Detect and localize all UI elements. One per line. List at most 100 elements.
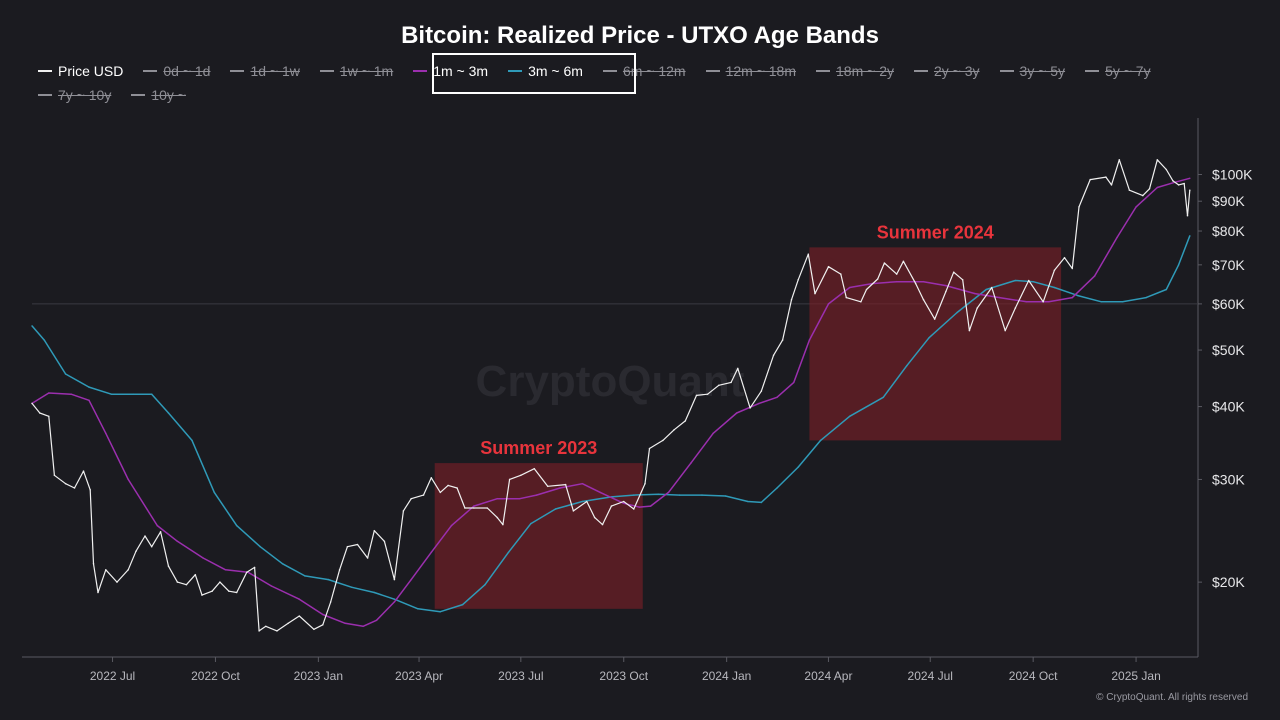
series-1-point-53	[1156, 186, 1159, 189]
series-0-point-33	[313, 628, 315, 631]
series-1-point-12	[298, 598, 301, 600]
legend-item-7[interactable]: 12m ~ 18m	[705, 60, 796, 82]
series-2-point-42	[985, 288, 987, 291]
legend-item-10[interactable]: 3y ~ 5y	[999, 60, 1065, 82]
legend-swatch	[413, 70, 428, 72]
y-tick-label-6: $80K	[1212, 223, 1245, 239]
series-0-point-101	[976, 307, 978, 309]
series-0-point-112	[1105, 176, 1107, 178]
series-0-point-45	[422, 494, 425, 496]
series-0-point-87	[845, 296, 848, 299]
series-0-point-68	[648, 447, 651, 450]
series-0-point-48	[447, 484, 449, 487]
x-tick-label-4: 2023 Jul	[498, 669, 543, 683]
series-0-point-15	[150, 545, 153, 548]
series-1-point-52	[1135, 206, 1137, 208]
series-0-point-37	[346, 545, 349, 548]
series-0-point-63	[601, 523, 604, 526]
series-0-point-106	[1042, 301, 1044, 303]
series-1-point-11	[270, 585, 273, 587]
series-0-point-113	[1110, 184, 1113, 186]
series-0-point-89	[865, 288, 868, 291]
series-2-point-35	[797, 466, 799, 468]
series-0-point-14	[144, 535, 146, 537]
x-tick-label-7: 2024 Apr	[804, 669, 852, 683]
legend-item-1[interactable]: 0d ~ 1d	[143, 60, 210, 82]
series-0-point-86	[840, 273, 842, 275]
series-1-point-45	[974, 292, 976, 295]
legend-label: 7y ~ 10y	[58, 87, 112, 103]
series-2-point-14	[327, 578, 330, 581]
series-1-point-43	[922, 280, 925, 283]
legend-swatch	[999, 70, 1014, 72]
series-0-point-81	[790, 298, 793, 301]
legend-item-11[interactable]: 5y ~ 7y	[1085, 60, 1151, 82]
series-0-point-73	[706, 393, 709, 396]
legend: Price USD 0d ~ 1d 1d ~ 1w 1w ~ 1m 1m ~ 3m 3m …	[38, 60, 1258, 106]
legend-label: 18m ~ 2y	[836, 63, 894, 79]
series-0-point-59	[564, 483, 567, 486]
y-tick-label-2: $40K	[1212, 399, 1245, 415]
legend-item-12[interactable]: 7y ~ 10y	[38, 84, 111, 106]
legend-label: 6m ~ 12m	[622, 63, 686, 79]
legend-item-4[interactable]: 1m ~ 3m	[413, 60, 488, 82]
series-0-point-51	[473, 507, 475, 509]
series-2-point-27	[633, 494, 635, 496]
series-0-point-47	[439, 491, 442, 494]
series-1-point-29	[638, 506, 641, 508]
series-0-point-17	[167, 565, 170, 567]
series-0-point-75	[730, 381, 732, 384]
series-0-point-8	[92, 563, 95, 565]
series-2-point-4	[110, 393, 113, 396]
series-2-point-31	[724, 495, 727, 497]
series-0-point-9	[97, 591, 99, 594]
legend-item-8[interactable]: 18m ~ 2y	[816, 60, 894, 82]
series-0-point-26	[246, 571, 248, 573]
series-0-point-77	[749, 407, 751, 409]
series-0-point-20	[194, 573, 197, 576]
legend-item-13[interactable]: 10y ~	[131, 84, 186, 106]
series-1-point-51	[1116, 236, 1118, 239]
series-1-point-6	[156, 524, 159, 527]
series-1-point-49	[1071, 296, 1074, 299]
series-2-point-9	[213, 491, 216, 494]
series-0-point-21	[201, 594, 203, 596]
series-0-point-11	[116, 581, 118, 583]
series-1-point-25	[559, 487, 561, 489]
legend-swatch	[705, 70, 720, 72]
series-0-point-42	[393, 578, 396, 581]
series-2-point-1	[43, 339, 46, 341]
series-2-point-11	[259, 545, 262, 548]
series-0-point-85	[827, 265, 830, 268]
series-0-point-71	[684, 420, 687, 422]
legend-item-6[interactable]: 6m ~ 12m	[602, 60, 686, 82]
legend-item-3[interactable]: 1w ~ 1m	[319, 60, 393, 82]
x-tick-label-9: 2024 Oct	[1009, 669, 1058, 683]
series-0-point-29	[265, 625, 267, 628]
series-0-point-10	[105, 569, 107, 571]
series-2-point-15	[351, 586, 353, 589]
legend-item-2[interactable]: 1d ~ 1w	[230, 60, 300, 82]
series-0-point-72	[695, 394, 698, 397]
series-0-point-46	[430, 477, 433, 479]
y-tick-label-3: $50K	[1212, 342, 1245, 358]
legend-swatch	[508, 70, 523, 72]
series-1-point-28	[622, 502, 625, 505]
series-1-point-35	[758, 402, 760, 405]
series-1-point-39	[827, 303, 830, 305]
series-0-point-53	[496, 516, 499, 519]
series-0-point-24	[228, 590, 230, 592]
series-0-point-2	[48, 415, 50, 418]
legend-highlight-box	[432, 53, 636, 94]
legend-label: 1m ~ 3m	[433, 63, 489, 79]
series-2-point-29	[678, 494, 681, 496]
legend-item-5[interactable]: 3m ~ 6m	[508, 60, 583, 82]
y-tick-label-1: $30K	[1212, 471, 1245, 487]
series-0-point-119	[1165, 168, 1168, 171]
y-tick-label-0: $20K	[1212, 574, 1245, 590]
legend-item-9[interactable]: 2y ~ 3y	[914, 60, 980, 82]
series-0-point-18	[176, 581, 179, 583]
legend-swatch	[816, 70, 831, 72]
legend-item-0[interactable]: Price USD	[38, 60, 123, 82]
x-tick-label-0: 2022 Jul	[90, 669, 135, 683]
